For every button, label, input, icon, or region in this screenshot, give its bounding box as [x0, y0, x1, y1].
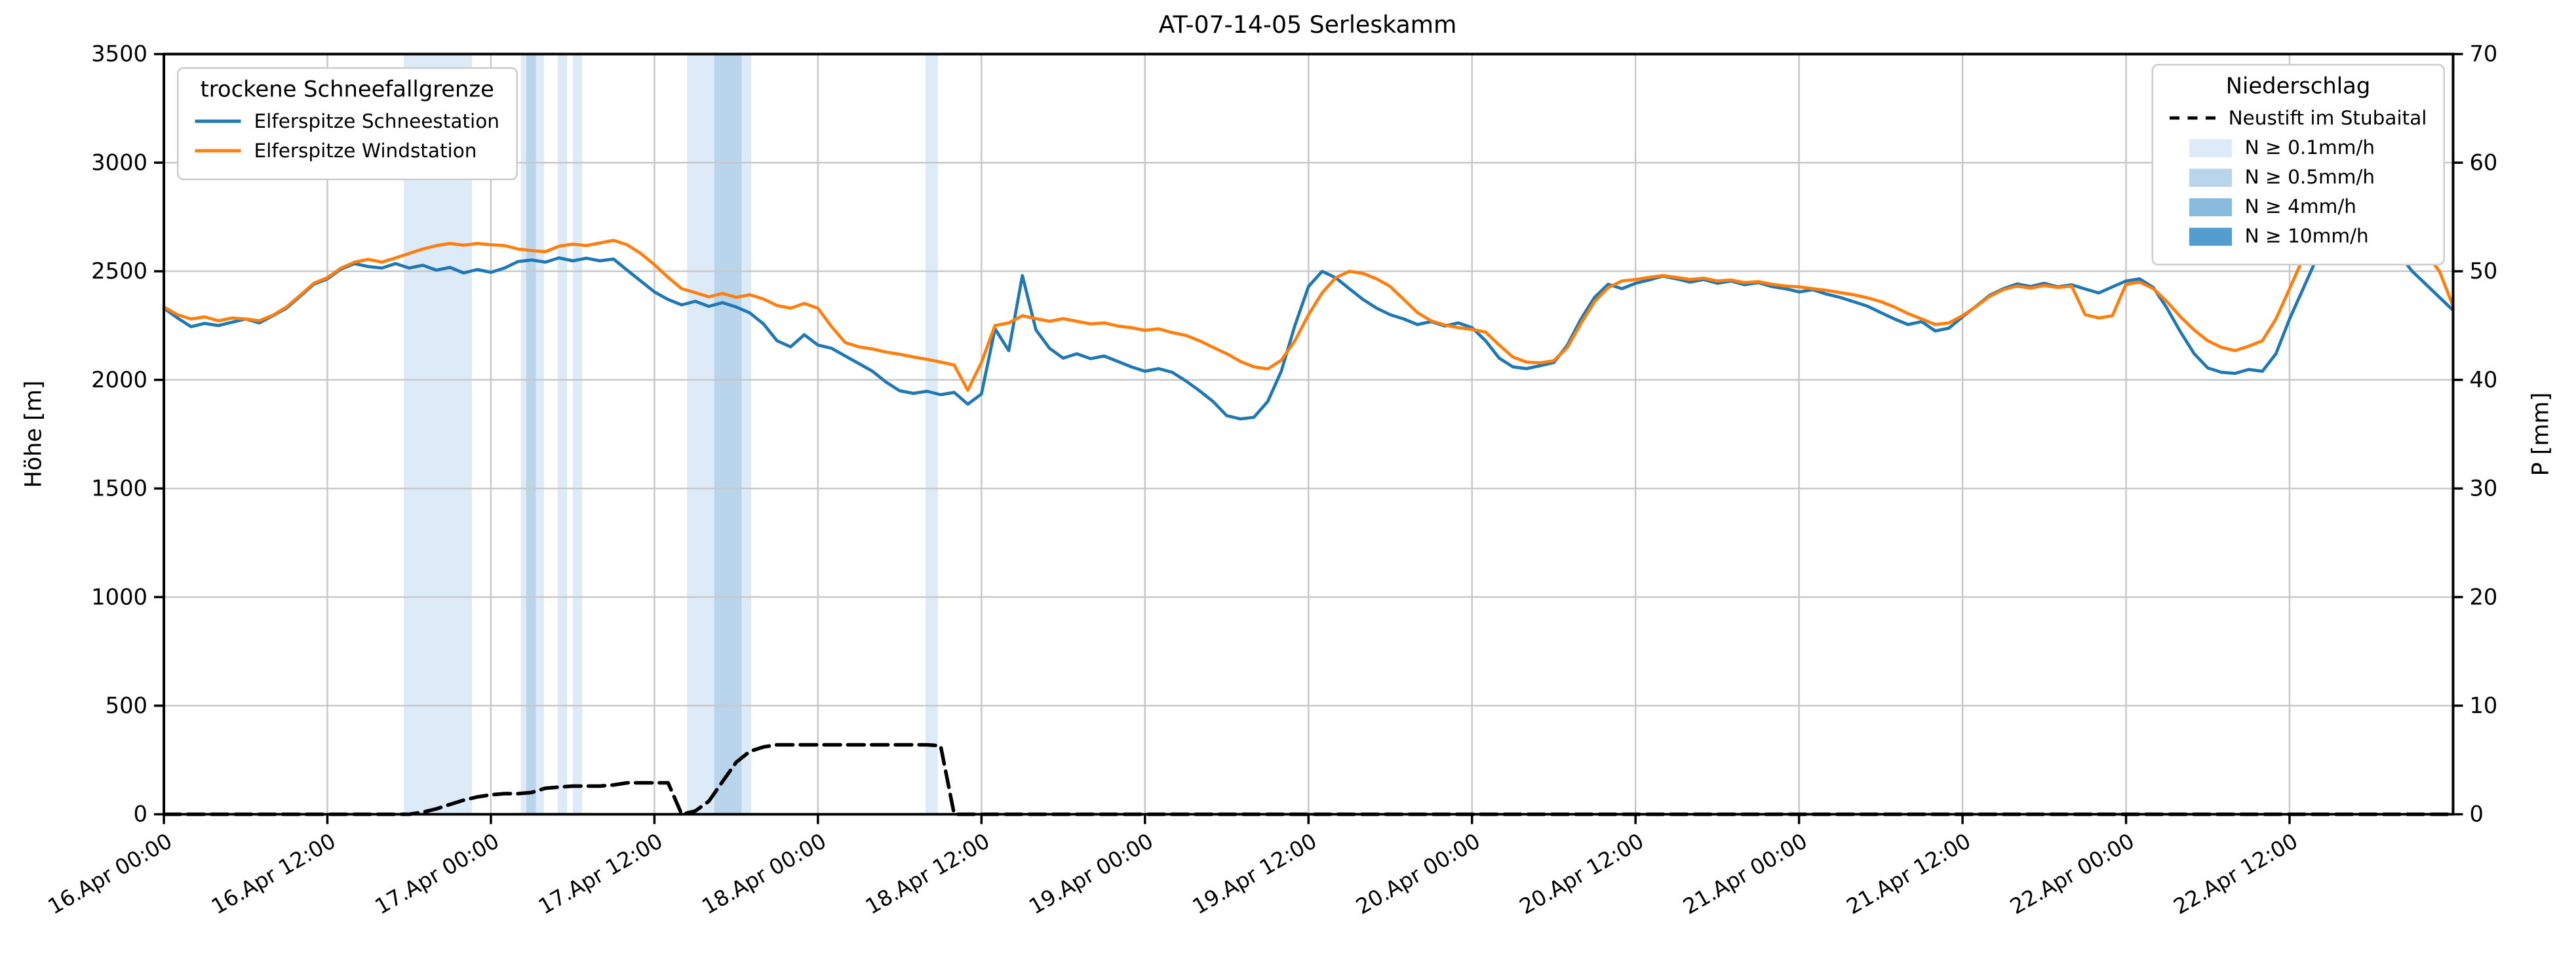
legend-label-band-4: N ≥ 4mm/h [2244, 195, 2356, 218]
legend-label-band-10: N ≥ 10mm/h [2244, 224, 2369, 248]
tick-label-bottom: 21.Apr 00:00 [1679, 828, 1811, 919]
precip-band [404, 54, 473, 815]
tick-label-right: 50 [2469, 258, 2497, 284]
legend-label-schneestation: Elferspitze Schneestation [254, 109, 499, 133]
chart-title: AT-07-14-05 Serleskamm [1158, 13, 1457, 39]
tick-label-bottom: 19.Apr 00:00 [1025, 828, 1157, 919]
tick-label-left: 2000 [91, 367, 147, 393]
legend-precipitation-title: Niederschlag [2225, 73, 2371, 100]
dashed-line-sample-icon [2169, 116, 2215, 120]
tick-label-bottom: 22.Apr 00:00 [2006, 828, 2138, 919]
precip-band [714, 54, 742, 815]
tick-label-left: 3000 [91, 149, 147, 175]
tick-label-bottom: 16.Apr 00:00 [44, 828, 176, 919]
y-axis-label-right: P [mm] [2528, 392, 2555, 476]
blue-line-sample-icon [195, 119, 241, 123]
tick-label-right: 70 [2469, 41, 2497, 67]
tick-label-bottom: 17.Apr 12:00 [534, 828, 667, 919]
legend-label-windstation: Elferspitze Windstation [254, 139, 477, 163]
tick-label-left: 3500 [91, 41, 147, 67]
legend-item-band-01: N ≥ 0.1mm/h [2189, 136, 2427, 159]
tick-label-left: 0 [134, 802, 147, 827]
tick-label-right: 40 [2469, 367, 2497, 393]
tick-label-right: 20 [2469, 584, 2497, 609]
band-swatch-01-icon [2189, 138, 2232, 157]
tick-label-right: 0 [2469, 802, 2483, 827]
precip-band [526, 54, 536, 815]
band-swatch-05-icon [2189, 168, 2232, 186]
tick-label-bottom: 20.Apr 12:00 [1515, 828, 1648, 919]
tick-label-bottom: 21.Apr 12:00 [1843, 828, 1975, 919]
legend-item-windstation: Elferspitze Windstation [195, 140, 499, 163]
orange-line-sample-icon [195, 149, 241, 153]
precip-band [557, 54, 568, 815]
legend-item-band-05: N ≥ 0.5mm/h [2189, 166, 2427, 189]
legend-label-band-01: N ≥ 0.1mm/h [2244, 136, 2375, 159]
legend-label-neustift: Neustift im Stubaital [2228, 106, 2427, 130]
tick-label-right: 60 [2469, 149, 2497, 175]
tick-label-bottom: 16.Apr 12:00 [207, 828, 340, 919]
legend-item-band-4: N ≥ 4mm/h [2189, 195, 2427, 218]
band-swatch-4-icon [2189, 197, 2232, 216]
tick-label-left: 2500 [91, 258, 147, 284]
legend-item-schneestation: Elferspitze Schneestation [195, 110, 499, 133]
legend-item-band-10: N ≥ 10mm/h [2189, 225, 2427, 248]
series-line-1 [162, 208, 2455, 392]
tick-label-bottom: 20.Apr 00:00 [1352, 828, 1484, 919]
tick-label-bottom: 17.Apr 00:00 [371, 828, 503, 919]
tick-label-left: 1500 [91, 476, 147, 501]
precip-band [572, 54, 583, 815]
tick-label-bottom: 18.Apr 00:00 [697, 828, 830, 919]
tick-label-left: 1000 [91, 584, 147, 609]
tick-label-bottom: 18.Apr 12:00 [861, 828, 994, 919]
band-swatch-10-icon [2189, 227, 2232, 245]
tick-label-right: 10 [2469, 693, 2497, 718]
tick-label-right: 30 [2469, 476, 2497, 501]
legend-precipitation: Niederschlag Neustift im Stubaital N ≥ 0… [2151, 64, 2445, 265]
tick-label-bottom: 19.Apr 12:00 [1188, 828, 1321, 919]
tick-label-bottom: 22.Apr 12:00 [2170, 828, 2302, 919]
legend-label-band-05: N ≥ 0.5mm/h [2244, 165, 2375, 189]
legend-snowfall-line: trockene Schneefallgrenze Elferspitze Sc… [177, 67, 518, 180]
precip-band [926, 54, 938, 815]
legend-snowfall-line-title: trockene Schneefallgrenze [200, 77, 494, 104]
y-axis-label-left: Höhe [m] [21, 380, 48, 488]
tick-label-left: 500 [106, 693, 147, 718]
legend-item-neustift: Neustift im Stubaital [2169, 106, 2427, 130]
